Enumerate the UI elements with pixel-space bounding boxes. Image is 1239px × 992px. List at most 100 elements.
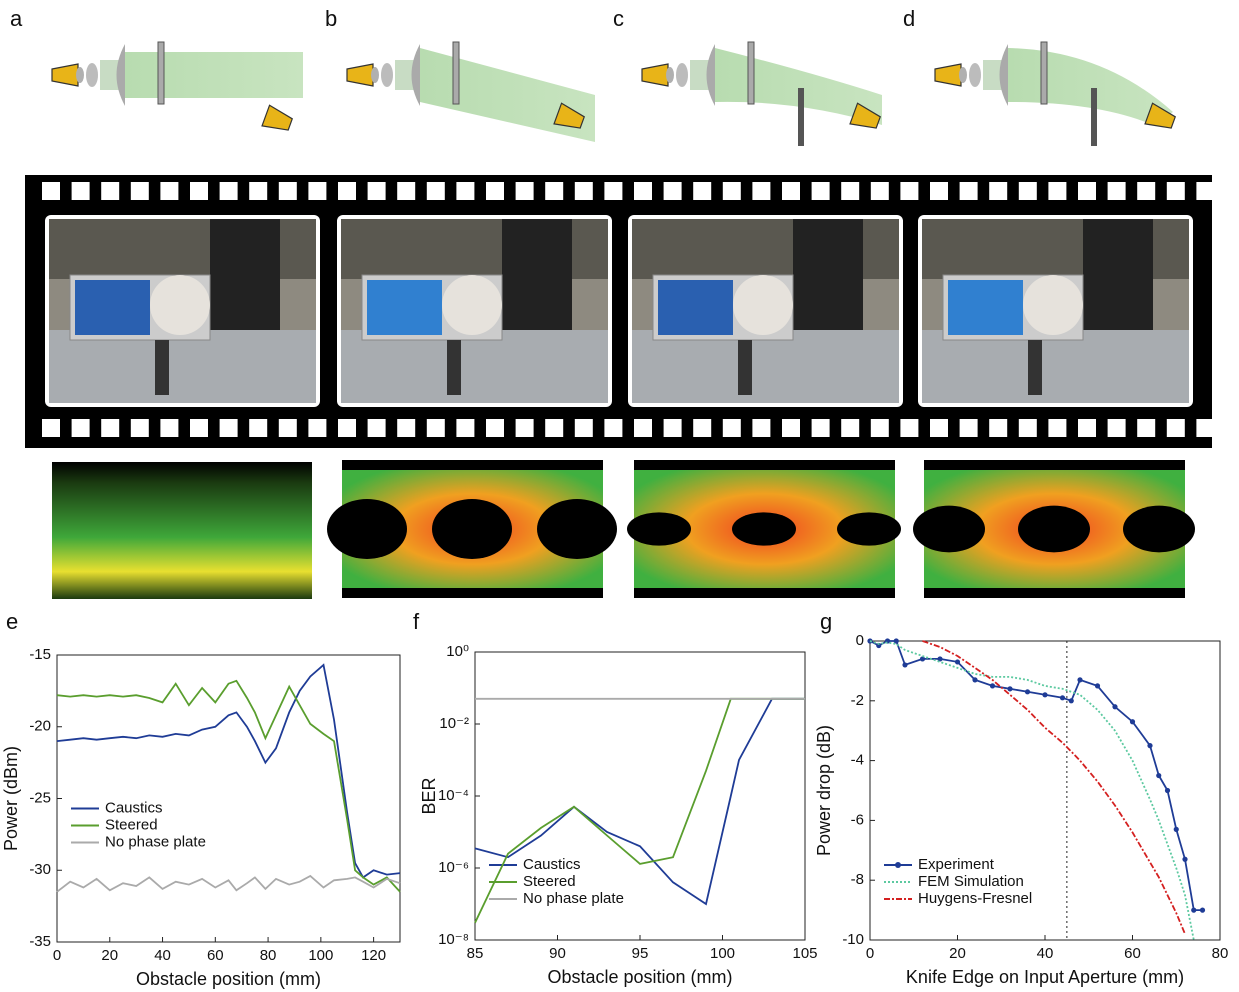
film-hole: [782, 419, 800, 437]
film-hole: [368, 419, 386, 437]
film-hole: [72, 182, 90, 200]
data-point: [1007, 686, 1012, 691]
panel-label: g: [820, 609, 832, 634]
photo-screen: [658, 280, 733, 335]
y-tick-label: -20: [29, 718, 51, 735]
photo-table: [922, 330, 1189, 403]
horn: [347, 64, 373, 86]
film-hole: [338, 182, 356, 200]
eye-opening: [627, 512, 691, 545]
legend-label: Caustics: [105, 799, 163, 816]
x-tick-label: 60: [207, 947, 224, 964]
x-tick-label: 20: [101, 947, 118, 964]
phase-plate: [748, 42, 754, 104]
film-hole: [575, 419, 593, 437]
y-tick-label: -4: [851, 752, 864, 769]
y-tick-label: -15: [29, 646, 51, 663]
data-point: [1069, 698, 1074, 703]
film-hole: [516, 419, 534, 437]
photo-sphere: [442, 275, 502, 335]
film-hole: [723, 182, 741, 200]
legend-label: No phase plate: [523, 890, 624, 907]
photo-cabinet: [1083, 219, 1153, 339]
obstacle: [1091, 88, 1097, 146]
eye-opening: [327, 499, 407, 559]
legend-label: FEM Simulation: [918, 873, 1024, 890]
film-hole: [693, 419, 711, 437]
y-tick-label: 10⁻⁶: [438, 859, 469, 876]
film-hole: [42, 182, 60, 200]
data-point: [1182, 857, 1187, 862]
lens: [1000, 44, 1009, 106]
data-point: [1147, 743, 1152, 748]
film-hole: [1048, 419, 1066, 437]
film-hole: [930, 182, 948, 200]
film-hole: [160, 419, 178, 437]
film-hole: [1108, 182, 1126, 200]
y-axis-label: BER: [419, 777, 439, 814]
phase-plate: [1041, 42, 1047, 104]
film-hole: [545, 182, 563, 200]
legend-label: Huygens-Fresnel: [918, 890, 1032, 907]
film-hole: [427, 419, 445, 437]
film-hole: [841, 182, 859, 200]
eye-opening: [913, 506, 985, 553]
film-hole: [664, 182, 682, 200]
panel-label: f: [413, 609, 420, 634]
y-tick-label: -25: [29, 789, 51, 806]
photo-cabinet: [502, 219, 572, 339]
photo-table: [49, 330, 316, 403]
photo-cabinet: [793, 219, 863, 339]
panel-label: e: [6, 609, 18, 634]
film-hole: [190, 419, 208, 437]
film-hole: [960, 419, 978, 437]
film-hole: [190, 182, 208, 200]
beam: [420, 48, 595, 142]
panel-label: b: [325, 6, 337, 31]
film-hole: [279, 182, 297, 200]
data-point: [1025, 689, 1030, 694]
x-tick-label: 100: [308, 947, 333, 964]
film-hole: [1137, 182, 1155, 200]
x-tick-label: 20: [949, 945, 966, 962]
film-hole: [516, 182, 534, 200]
eye-opening: [432, 499, 512, 559]
eye-opening: [732, 512, 796, 545]
photo-mount: [447, 340, 461, 395]
page: abcdefg020406080100120-35-30-25-20-15Obs…: [0, 0, 1239, 992]
x-tick-label: 120: [361, 947, 386, 964]
film-hole: [989, 419, 1007, 437]
film-hole: [427, 182, 445, 200]
film-hole: [160, 182, 178, 200]
x-tick-label: 105: [792, 945, 817, 962]
y-tick-label: -6: [851, 811, 864, 828]
photo-mount: [738, 340, 752, 395]
film-hole: [634, 182, 652, 200]
film-hole: [397, 182, 415, 200]
film-hole: [456, 419, 474, 437]
lens: [666, 67, 674, 83]
film-hole: [308, 419, 326, 437]
film-hole: [1196, 182, 1214, 200]
film-hole: [1078, 182, 1096, 200]
photo-sphere: [733, 275, 793, 335]
film-hole: [249, 419, 267, 437]
y-tick-label: -10: [842, 931, 864, 948]
film-hole: [101, 419, 119, 437]
x-tick-label: 80: [260, 947, 277, 964]
photo-mount: [155, 340, 169, 395]
film-hole: [841, 419, 859, 437]
photo-screen: [75, 280, 150, 335]
lens: [86, 63, 98, 87]
x-tick-label: 60: [1124, 945, 1141, 962]
lens: [969, 63, 981, 87]
film-hole: [989, 182, 1007, 200]
film-hole: [131, 419, 149, 437]
data-point: [920, 656, 925, 661]
data-point: [1174, 827, 1179, 832]
photo-table: [632, 330, 899, 403]
panel-label: c: [613, 6, 624, 31]
x-tick-label: 40: [154, 947, 171, 964]
data-point: [1156, 773, 1161, 778]
lens: [412, 44, 421, 106]
